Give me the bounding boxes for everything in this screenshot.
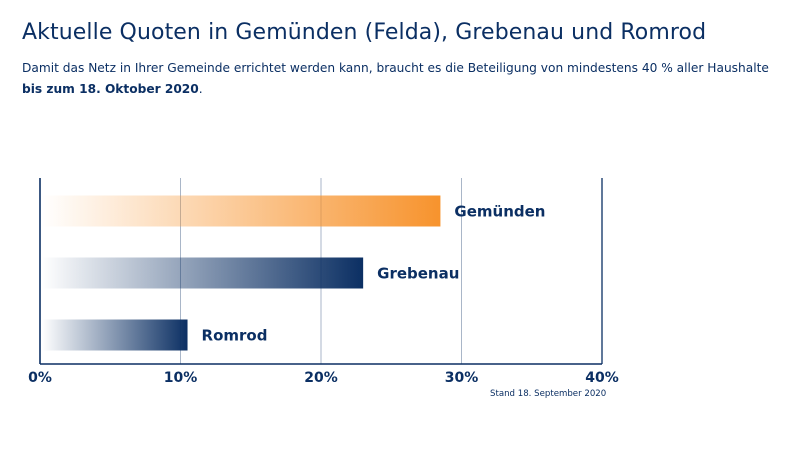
subtitle-end: .	[198, 82, 203, 96]
tick-label-30: 30%	[445, 370, 479, 386]
subtitle: Damit das Netz in Ihrer Gemeinde erricht…	[22, 58, 782, 100]
page-title: Aktuelle Quoten in Gemünden (Felda), Gre…	[22, 20, 707, 45]
tick-label-0: 0%	[28, 370, 52, 386]
subtitle-text: Damit das Netz in Ihrer Gemeinde erricht…	[22, 61, 769, 75]
tick-label-20: 20%	[304, 370, 338, 386]
stand-date: Stand 18. September 2020	[490, 389, 607, 399]
subtitle-deadline: bis zum 18. Oktober 2020	[22, 82, 199, 96]
bar-romrod	[42, 319, 188, 351]
tick-label-10: 10%	[164, 370, 198, 386]
bar-label-grebenau: Grebenau	[377, 265, 459, 283]
bar-label-gemünden: Gemünden	[454, 203, 545, 221]
tick-labels: 0% 10% 20% 30% 40%	[28, 370, 619, 386]
bar-gemünden	[42, 195, 441, 227]
tick-label-40: 40%	[585, 370, 619, 386]
bars	[42, 195, 441, 351]
axes	[39, 178, 602, 365]
bar-labels: Gemünden Grebenau Romrod	[202, 203, 546, 345]
bar-label-romrod: Romrod	[202, 327, 268, 345]
bar-grebenau	[42, 257, 364, 289]
